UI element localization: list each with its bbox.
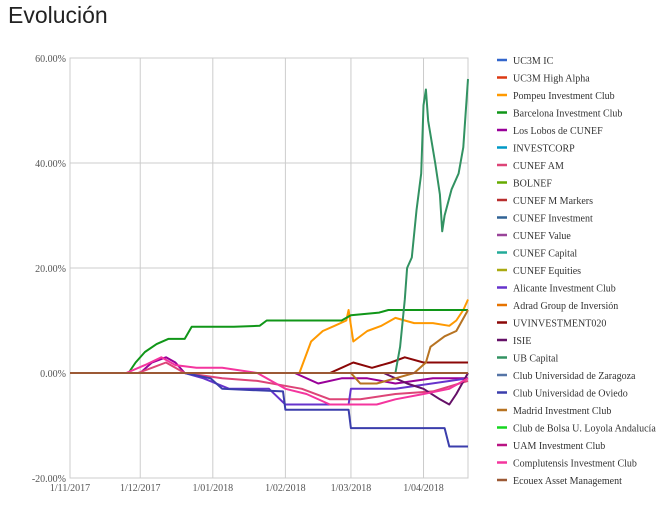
legend-item-label[interactable]: Madrid Investment Club: [513, 406, 611, 417]
y-tick-label: 60.00%: [35, 54, 66, 65]
legend-item-label[interactable]: CUNEF M Markers: [513, 196, 593, 207]
series-line-20: [70, 372, 468, 448]
series-line-24: [70, 356, 469, 406]
x-tick-label: 1/01/2018: [193, 483, 234, 494]
series-line-18: [70, 78, 469, 374]
chart-grid: [69, 57, 469, 479]
legend-item-label[interactable]: UVINVESTMENT020: [513, 319, 606, 330]
x-tick-label: 1/12/2017: [120, 483, 161, 494]
chart-series: [70, 78, 469, 448]
x-tick-label: 1/11/2017: [50, 483, 90, 494]
y-tick-label: 40.00%: [35, 159, 66, 170]
legend-item-label[interactable]: Adrad Group de Inversión: [513, 301, 618, 312]
legend-item-label[interactable]: Alicante Investment Club: [513, 284, 616, 295]
y-tick-label: 0.00%: [40, 369, 66, 380]
legend-item-label[interactable]: Club Universidad de Oviedo: [513, 389, 628, 400]
chart-legend[interactable]: UC3M IC UC3M High Alpha Pompeu Investment …: [497, 56, 656, 487]
legend-item-label[interactable]: Club de Bolsa U. Loyola Andalucía: [513, 424, 656, 435]
series-line-14: [70, 372, 469, 406]
legend-item-label[interactable]: ISIE: [513, 336, 531, 347]
legend-item-label[interactable]: CUNEF Value: [513, 231, 571, 242]
legend-item-label[interactable]: Ecouex Asset Management: [513, 476, 622, 487]
series-line-17: [70, 372, 469, 406]
legend-item-label[interactable]: CUNEF AM: [513, 161, 564, 172]
y-tick-label: -20.00%: [32, 474, 66, 485]
y-tick-label: 20.00%: [35, 264, 66, 275]
chart-axes: 1/11/2017 1/12/2017 1/01/2018 1/02/2018 1/03…: [32, 54, 444, 494]
chart-title: Evolución: [8, 2, 108, 28]
legend-item-label[interactable]: INVESTCORP: [513, 144, 575, 155]
legend-item-label[interactable]: Complutensis Investment Club: [513, 459, 637, 470]
legend-item-label[interactable]: CUNEF Capital: [513, 249, 577, 260]
legend-item-label[interactable]: Pompeu Investment Club: [513, 91, 615, 102]
legend-item-label[interactable]: CUNEF Investment: [513, 214, 593, 225]
x-tick-label: 1/02/2018: [265, 483, 306, 494]
legend-item-label[interactable]: UC3M IC: [513, 56, 554, 67]
legend-item-label[interactable]: UB Capital: [513, 354, 558, 365]
series-line-7: [70, 361, 469, 401]
x-tick-label: 1/04/2018: [403, 483, 444, 494]
legend-item-label[interactable]: Barcelona Investment Club: [513, 109, 622, 120]
series-line-3: [70, 299, 469, 374]
legend-item-label[interactable]: UAM Investment Club: [513, 441, 605, 452]
series-line-4: [70, 309, 468, 374]
legend-item-label[interactable]: UC3M High Alpha: [513, 74, 590, 85]
legend-item-label[interactable]: BOLNEF: [513, 179, 552, 190]
legend-item-label[interactable]: Los Lobos de CUNEF: [513, 126, 603, 137]
x-tick-label: 1/03/2018: [331, 483, 372, 494]
series-line-16: [70, 356, 468, 374]
legend-item-label[interactable]: CUNEF Equities: [513, 266, 581, 277]
legend-item-label[interactable]: Club Universidad de Zaragoza: [513, 371, 636, 382]
